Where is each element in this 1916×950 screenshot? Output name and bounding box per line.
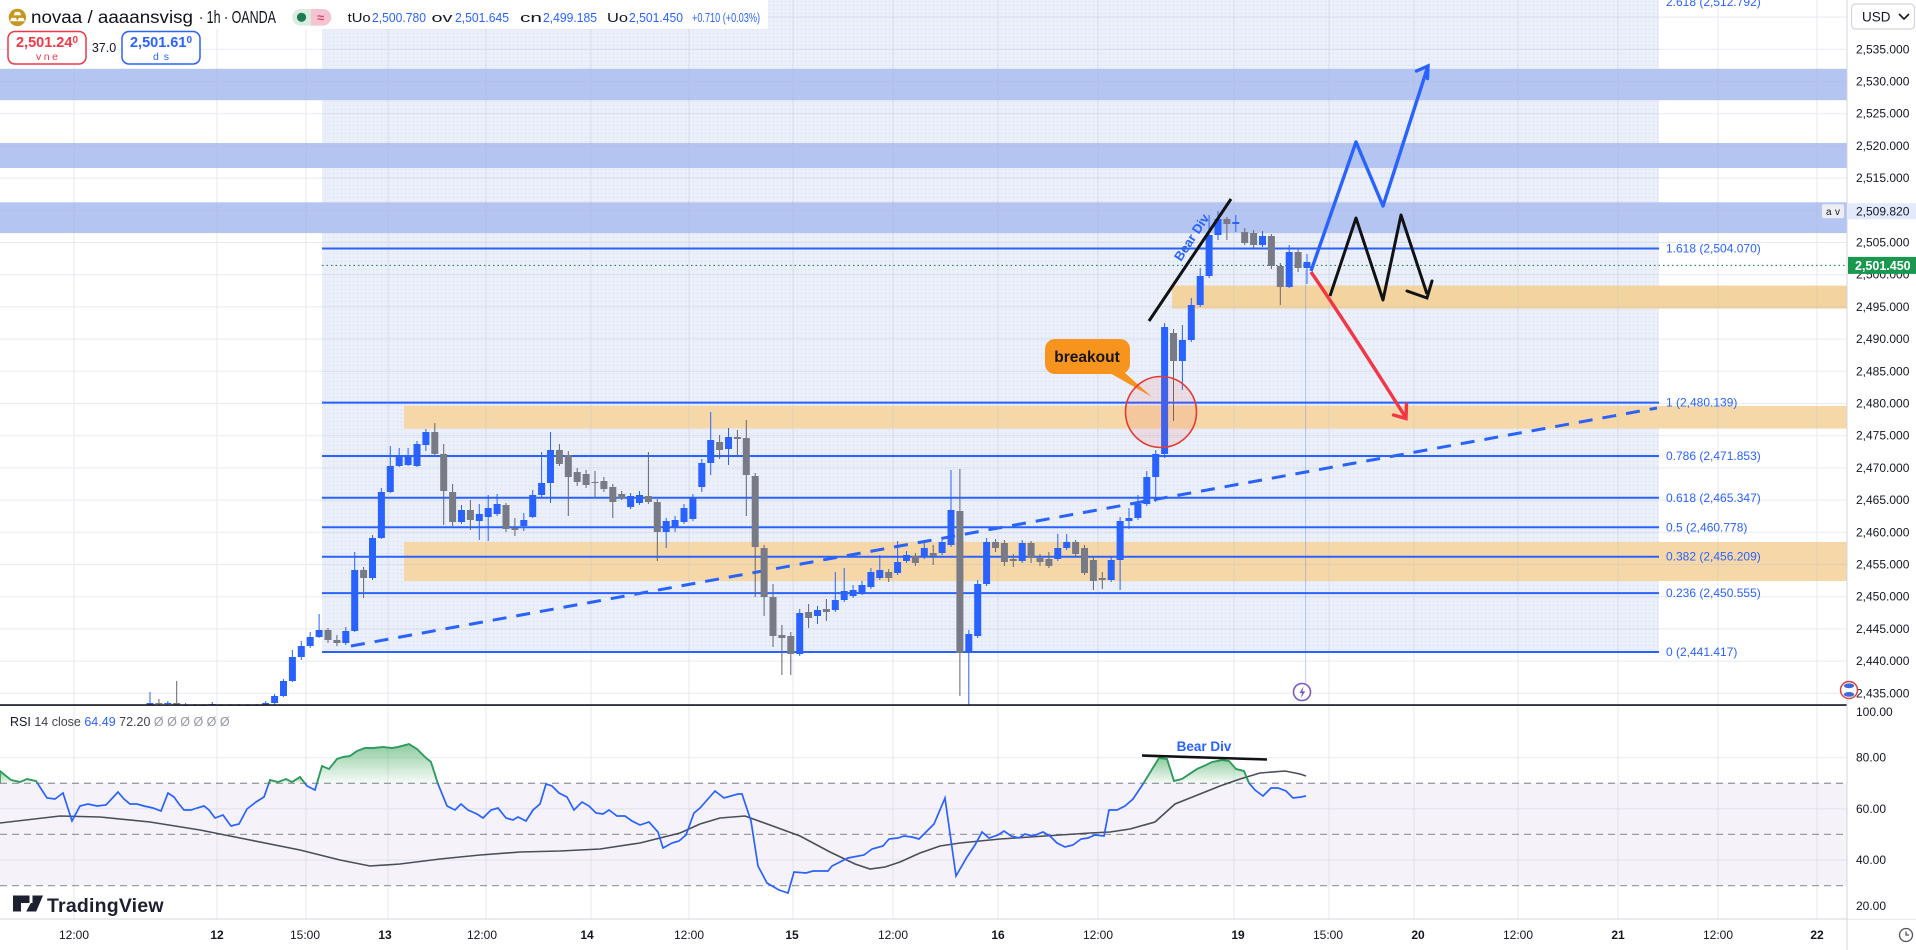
svg-text:12:00: 12:00 bbox=[467, 928, 497, 942]
svg-text:12:00: 12:00 bbox=[1083, 928, 1113, 942]
svg-text:12:00: 12:00 bbox=[1703, 928, 1733, 942]
svg-text:16: 16 bbox=[991, 928, 1005, 942]
svg-text:RSI 14 close 64.49 72.20 Ø Ø: RSI 14 close 64.49 72.20 Ø Ø Ø Ø Ø Ø bbox=[10, 715, 230, 729]
svg-text:40.00: 40.00 bbox=[1856, 853, 1886, 867]
svg-text:cn: cn bbox=[520, 10, 542, 25]
svg-text:0.5 (2,460.778): 0.5 (2,460.778) bbox=[1666, 520, 1747, 534]
svg-text:37.0: 37.0 bbox=[92, 41, 116, 55]
svg-text:0.786 (2,471.853): 0.786 (2,471.853) bbox=[1666, 449, 1761, 463]
svg-text:13: 13 bbox=[378, 928, 392, 942]
svg-text:2,505.000: 2,505.000 bbox=[1856, 236, 1910, 250]
svg-text:2,520.000: 2,520.000 bbox=[1856, 139, 1910, 153]
svg-text:0.382 (2,456.209): 0.382 (2,456.209) bbox=[1666, 550, 1761, 564]
svg-text:100.00: 100.00 bbox=[1856, 705, 1893, 719]
svg-text:2,495.000: 2,495.000 bbox=[1856, 300, 1910, 314]
svg-text:Bear Div: Bear Div bbox=[1177, 739, 1232, 754]
svg-text:2,440.000: 2,440.000 bbox=[1856, 654, 1910, 668]
svg-text:2,530.000: 2,530.000 bbox=[1856, 75, 1910, 89]
svg-text:15:00: 15:00 bbox=[1313, 928, 1343, 942]
svg-text:12:00: 12:00 bbox=[878, 928, 908, 942]
svg-text:2,445.000: 2,445.000 bbox=[1856, 622, 1910, 636]
svg-text:1 (2,480.139): 1 (2,480.139) bbox=[1666, 396, 1737, 410]
svg-text:12: 12 bbox=[210, 928, 224, 942]
svg-text:2.618 (2,512.792): 2.618 (2,512.792) bbox=[1666, 0, 1761, 9]
svg-text:2,500.780: 2,500.780 bbox=[372, 10, 426, 25]
svg-text:TradingView: TradingView bbox=[47, 895, 164, 917]
svg-text:2,501.240: 2,501.240 bbox=[16, 35, 78, 51]
svg-text:2,515.000: 2,515.000 bbox=[1856, 171, 1910, 185]
svg-text:80.00: 80.00 bbox=[1856, 751, 1886, 765]
svg-text:15: 15 bbox=[785, 928, 799, 942]
svg-text:60.00: 60.00 bbox=[1856, 802, 1886, 816]
svg-text:0 (2,441.417): 0 (2,441.417) bbox=[1666, 645, 1737, 659]
svg-text:2,450.000: 2,450.000 bbox=[1856, 590, 1910, 604]
svg-text:19: 19 bbox=[1231, 928, 1245, 942]
svg-text:2,435.000: 2,435.000 bbox=[1856, 686, 1910, 700]
svg-text:≈: ≈ bbox=[317, 10, 324, 25]
svg-text:2,485.000: 2,485.000 bbox=[1856, 364, 1910, 378]
svg-text:2,525.000: 2,525.000 bbox=[1856, 107, 1910, 121]
svg-text:Uo: Uo bbox=[607, 10, 628, 25]
svg-text:2,501.450: 2,501.450 bbox=[1855, 259, 1911, 273]
svg-text:15:00: 15:00 bbox=[290, 928, 320, 942]
svg-text:20.00: 20.00 bbox=[1856, 899, 1886, 913]
svg-text:12:00: 12:00 bbox=[59, 928, 89, 942]
svg-text:+0.710 (+0.03%): +0.710 (+0.03%) bbox=[692, 10, 760, 25]
svg-text:14: 14 bbox=[580, 928, 594, 942]
svg-text:2,490.000: 2,490.000 bbox=[1856, 332, 1910, 346]
svg-text:2,460.000: 2,460.000 bbox=[1856, 525, 1910, 539]
svg-text:2,480.000: 2,480.000 bbox=[1856, 397, 1910, 411]
svg-text:USD: USD bbox=[1862, 10, 1891, 25]
svg-text:2,501.610: 2,501.610 bbox=[130, 35, 192, 51]
svg-text:2,470.000: 2,470.000 bbox=[1856, 461, 1910, 475]
svg-text:1.618 (2,504.070): 1.618 (2,504.070) bbox=[1666, 242, 1761, 256]
svg-text:0.236 (2,450.555): 0.236 (2,450.555) bbox=[1666, 586, 1761, 600]
svg-text:2,475.000: 2,475.000 bbox=[1856, 429, 1910, 443]
svg-text:2,499.185: 2,499.185 bbox=[543, 10, 597, 25]
svg-text:12:00: 12:00 bbox=[1503, 928, 1533, 942]
svg-text:21: 21 bbox=[1611, 928, 1625, 942]
svg-text:breakout: breakout bbox=[1054, 349, 1119, 366]
svg-text:12:00: 12:00 bbox=[674, 928, 704, 942]
svg-text:2,509.820: 2,509.820 bbox=[1856, 204, 1910, 218]
svg-text:novaa / aaaansvisg· 1h · OANDA: novaa / aaaansvisg · 1h · OANDA bbox=[31, 7, 276, 27]
svg-text:2,501.450: 2,501.450 bbox=[629, 10, 683, 25]
svg-text:20: 20 bbox=[1411, 928, 1425, 942]
svg-text:2,501.645: 2,501.645 bbox=[455, 10, 509, 25]
svg-text:vne: vne bbox=[36, 51, 58, 63]
svg-text:2,455.000: 2,455.000 bbox=[1856, 558, 1910, 572]
svg-text:2,465.000: 2,465.000 bbox=[1856, 493, 1910, 507]
svg-text:0.618 (2,465.347): 0.618 (2,465.347) bbox=[1666, 491, 1761, 505]
svg-text:tUo: tUo bbox=[348, 10, 371, 25]
svg-text:ov: ov bbox=[432, 10, 454, 25]
svg-text:2,535.000: 2,535.000 bbox=[1856, 42, 1910, 56]
svg-text:22: 22 bbox=[1810, 928, 1824, 942]
